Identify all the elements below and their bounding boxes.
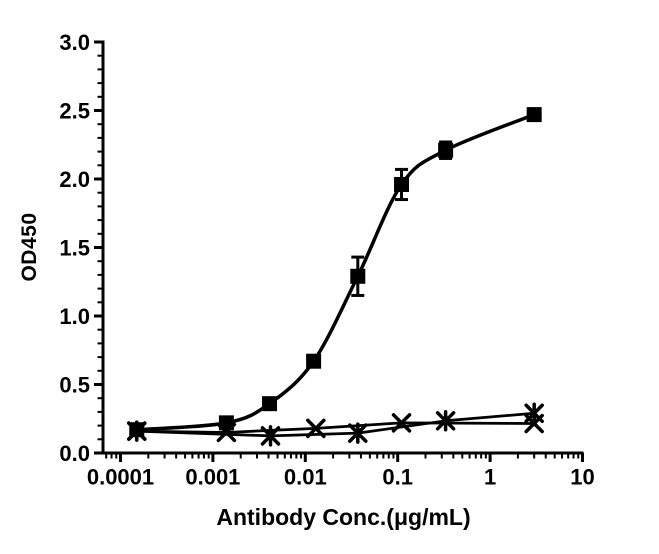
data-point-star-cross: [348, 422, 368, 444]
x-tick-label: 0.1: [382, 465, 413, 490]
x-tick-label: 0.001: [185, 465, 240, 490]
data-point-square: [394, 176, 410, 192]
y-tick-label: 3.0: [59, 30, 90, 55]
data-point-square: [350, 268, 366, 284]
data-point-x-cross: [216, 422, 237, 443]
y-tick-label: 0.5: [59, 373, 90, 398]
x-tick-label: 0.0001: [87, 465, 154, 490]
y-axis-title: OD450: [18, 212, 41, 282]
data-point-star-cross: [524, 402, 544, 425]
x-tick-label: 10: [570, 465, 594, 490]
data-point-star-cross: [435, 410, 456, 432]
data-point-square: [438, 142, 454, 158]
data-point-square: [262, 396, 278, 412]
y-tick-label: 1.0: [59, 304, 90, 329]
x-axis-title: Antibody Conc.(μg/mL): [216, 504, 471, 530]
data-point-x-cross: [391, 413, 412, 433]
y-tick-label: 0.0: [59, 441, 90, 466]
series-line-antibody-binding-sigmoid: [135, 112, 536, 432]
data-point-star-cross: [260, 425, 281, 447]
x-tick-label: 1: [484, 465, 496, 490]
data-point-x-cross: [306, 418, 326, 439]
y-tick-label: 2.5: [59, 99, 90, 124]
y-tick-label: 1.5: [59, 236, 90, 261]
data-point-star-cross: [127, 420, 147, 442]
y-tick-label: 2.0: [59, 167, 90, 192]
data-point-square: [306, 353, 322, 369]
x-tick-label: 0.01: [284, 465, 327, 490]
data-point-square: [526, 107, 542, 123]
